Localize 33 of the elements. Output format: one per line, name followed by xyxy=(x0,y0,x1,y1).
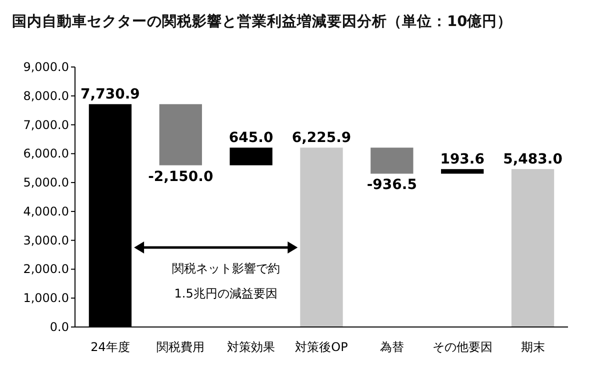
y-tick-label: 4,000.0 xyxy=(23,204,69,218)
bar xyxy=(299,146,344,328)
bar xyxy=(370,146,414,175)
y-tick-label: 9,000.0 xyxy=(23,60,69,74)
data-label: 7,730.9 xyxy=(80,86,140,103)
data-label: 645.0 xyxy=(228,130,274,146)
y-tick-label: 0.0 xyxy=(50,320,69,334)
x-tick-label: 為替 xyxy=(380,340,404,354)
x-tick-label: 関税費用 xyxy=(156,340,205,354)
bar xyxy=(510,168,556,328)
y-tick-label: 3,000.0 xyxy=(23,233,69,248)
chart-title: 国内自動車セクターの関税影響と営業利益増減要因分析（単位：10億円） xyxy=(12,12,512,30)
x-tick-label: 対策効果 xyxy=(227,340,276,354)
annotation: 1.5兆円の減益要因 xyxy=(174,286,278,301)
y-tick-label: 7,000.0 xyxy=(23,118,69,132)
y-tick-label: 5,000.0 xyxy=(23,176,69,190)
bar xyxy=(440,168,485,175)
x-tick-label: 対策後OP xyxy=(295,340,348,354)
y-tick-label: 6,000.0 xyxy=(23,146,69,161)
data-label: -2,150.0 xyxy=(148,168,214,185)
x-tick-label: その他要因 xyxy=(432,340,492,354)
data-label: 5,483.0 xyxy=(503,152,563,168)
data-label: 193.6 xyxy=(440,152,485,168)
x-tick-label: 期末 xyxy=(520,340,545,354)
bar xyxy=(228,146,274,166)
data-label: -936.5 xyxy=(366,177,417,194)
y-tick-label: 2,000.0 xyxy=(23,262,69,276)
data-label: 6,225.9 xyxy=(292,130,352,146)
x-tick-label: 24年度 xyxy=(90,340,130,354)
y-tick-label: 8,000.0 xyxy=(23,88,69,103)
annotation: 関税ネット影響で約 xyxy=(172,262,280,276)
y-tick-label: 1,000.0 xyxy=(23,291,69,306)
bar xyxy=(158,103,203,166)
